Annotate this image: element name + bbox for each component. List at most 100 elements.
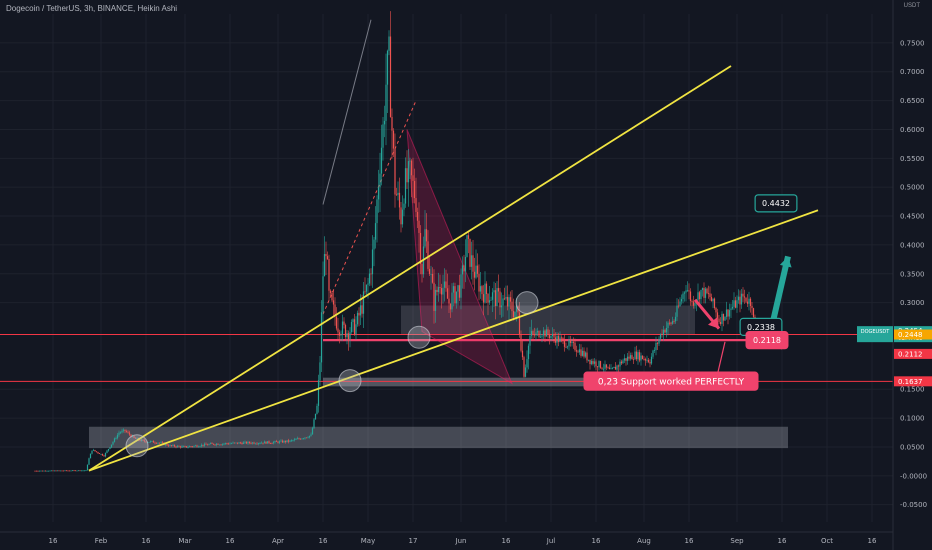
x-tick-label: Aug (637, 537, 651, 545)
candle-body (508, 297, 510, 307)
candle-body (341, 321, 344, 335)
price-zones (89, 305, 788, 449)
candle-body (272, 442, 275, 444)
candle-body (650, 356, 653, 364)
candle-body (289, 440, 291, 442)
candle-body (299, 438, 302, 440)
candle-body (130, 434, 132, 438)
candle-body (223, 443, 225, 445)
candle-body (737, 296, 740, 301)
candle-body (85, 470, 87, 472)
candle-body (470, 255, 473, 267)
candle-body (140, 439, 143, 441)
candle-body (607, 367, 609, 369)
candle-body (550, 335, 552, 339)
candle-body (590, 360, 593, 365)
axis-price-badge (894, 348, 932, 359)
candle-body (734, 300, 737, 308)
candle-body (95, 451, 98, 453)
candle-body (601, 367, 603, 369)
candle-body (239, 442, 242, 444)
candle-body (169, 445, 171, 447)
candle-body (391, 116, 393, 131)
candle-body (743, 296, 746, 298)
y-tick-label: 0.4500 (900, 213, 925, 221)
candle-body (286, 440, 288, 443)
candle-body (409, 160, 411, 162)
candle-body (415, 198, 417, 212)
x-tick-label: 17 (409, 537, 418, 545)
candle-body (490, 299, 492, 301)
y-tick-label: 0.1000 (900, 415, 925, 423)
candle-body (646, 359, 648, 361)
candle-body (455, 291, 458, 304)
candle-body (277, 441, 279, 443)
candle-body (710, 296, 713, 302)
candle-body (644, 359, 647, 361)
candle-body (83, 470, 86, 472)
candle-body (235, 442, 237, 444)
touch-circle (515, 291, 539, 315)
candle-body (533, 334, 536, 336)
candle-body (106, 450, 108, 453)
candle-body (151, 440, 153, 442)
candle-body (311, 428, 314, 435)
candle-body (520, 334, 522, 351)
candle-body (320, 312, 323, 363)
candle-body (629, 355, 632, 359)
candle-body (643, 359, 645, 360)
candle-body (71, 470, 74, 472)
candle-body (128, 432, 131, 435)
axis-price-badge (894, 376, 932, 387)
candle-body (538, 331, 540, 338)
candle-body (700, 289, 702, 300)
candle-body (395, 194, 398, 196)
candle-body (569, 340, 572, 343)
candle-body (421, 263, 423, 275)
candle-body (124, 429, 126, 431)
candle-body (692, 301, 695, 306)
candle-body (514, 311, 516, 318)
candle-body (472, 255, 474, 272)
candle-body (161, 442, 164, 444)
y-tick-label: 0.3000 (900, 299, 925, 307)
candle-body (262, 442, 264, 444)
candle-body (724, 316, 726, 321)
candle-body (377, 187, 380, 200)
candle-body (50, 470, 53, 472)
candle-body (376, 199, 378, 224)
candle-body (617, 365, 620, 367)
candle-body (305, 437, 308, 439)
candle-body (499, 291, 501, 308)
candle-body (242, 442, 245, 445)
grid (0, 14, 893, 522)
candle-body (190, 446, 192, 448)
candle-body (316, 405, 318, 414)
candle-body (133, 435, 135, 438)
candle-body (188, 446, 191, 448)
candle-body (125, 430, 128, 432)
candle-body (491, 292, 494, 300)
candle-body (308, 435, 311, 438)
candle-body (613, 366, 615, 369)
candle-body (592, 360, 594, 364)
candle-body (271, 443, 273, 445)
candle-body (656, 343, 659, 344)
candle-body (370, 273, 372, 275)
candle-body (460, 274, 462, 298)
candle-body (425, 229, 428, 242)
candle-body (698, 292, 701, 300)
candle-body (197, 446, 200, 448)
x-tick-label: Feb (95, 537, 108, 545)
candle-body (79, 470, 81, 472)
candle-body (284, 440, 287, 443)
touch-circle (125, 434, 149, 458)
candle-body (104, 452, 107, 457)
candle-body (488, 300, 491, 303)
candle-body (674, 316, 677, 322)
candle-body (154, 442, 156, 444)
candle-body (367, 283, 369, 285)
x-tick-label: 16 (868, 537, 877, 545)
candle-body (631, 355, 633, 360)
